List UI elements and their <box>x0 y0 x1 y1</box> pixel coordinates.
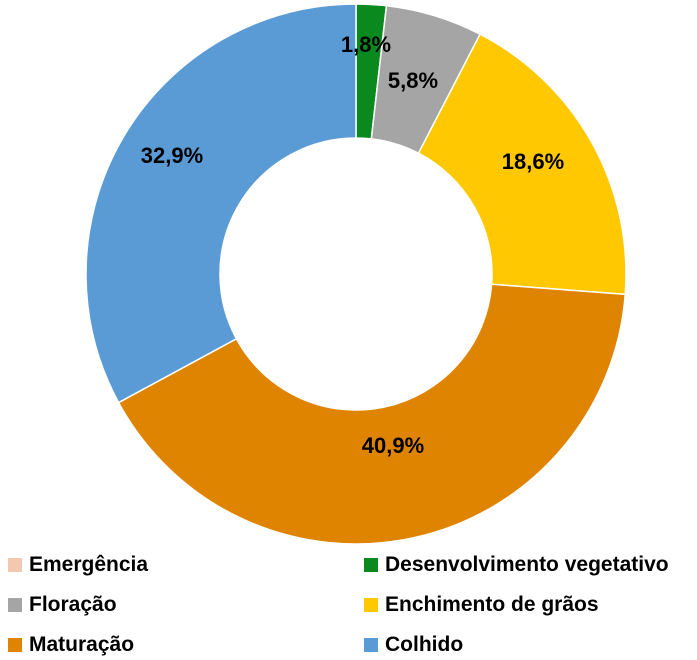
data-label-desenvolvimento-vegetativo: 1,8% <box>341 32 391 57</box>
legend-item-desenvolvimento-vegetativo: Desenvolvimento vegetativo <box>364 550 669 580</box>
legend-label-enchimento-de-graos: Enchimento de grãos <box>385 593 599 616</box>
legend-item-emergencia: Emergência <box>8 550 148 580</box>
legend: Emergência Desenvolvimento vegetativo Fl… <box>0 548 697 660</box>
legend-label-emergencia: Emergência <box>29 553 149 576</box>
data-label-enchimento-de-graos: 18,6% <box>502 149 564 174</box>
donut-plot: 1,8% 5,8% 18,6% 40,9% 32,9% <box>85 3 627 545</box>
legend-label-maturacao: Maturação <box>29 633 135 656</box>
data-label-maturacao: 40,9% <box>362 433 424 458</box>
legend-item-floracao: Floração <box>8 590 117 620</box>
legend-label-floracao: Floração <box>29 593 117 616</box>
data-label-colhido: 32,9% <box>141 143 203 168</box>
legend-item-colhido: Colhido <box>364 630 463 660</box>
legend-label-colhido: Colhido <box>385 633 464 656</box>
legend-swatch-maturacao <box>8 638 22 652</box>
legend-swatch-desenvolvimento-vegetativo <box>364 558 378 572</box>
legend-swatch-emergencia <box>8 558 22 572</box>
legend-item-maturacao: Maturação <box>8 630 134 660</box>
legend-swatch-colhido <box>364 638 378 652</box>
slice-colhido <box>85 3 357 404</box>
legend-label-desenvolvimento-vegetativo: Desenvolvimento vegetativo <box>385 553 669 576</box>
legend-swatch-enchimento-de-graos <box>364 598 378 612</box>
slice-enchimento-de-graos <box>417 33 627 296</box>
legend-item-enchimento-de-graos: Enchimento de grãos <box>364 590 599 620</box>
slice-maturacao <box>117 283 627 545</box>
data-label-floracao: 5,8% <box>388 68 438 93</box>
legend-swatch-floracao <box>8 598 22 612</box>
